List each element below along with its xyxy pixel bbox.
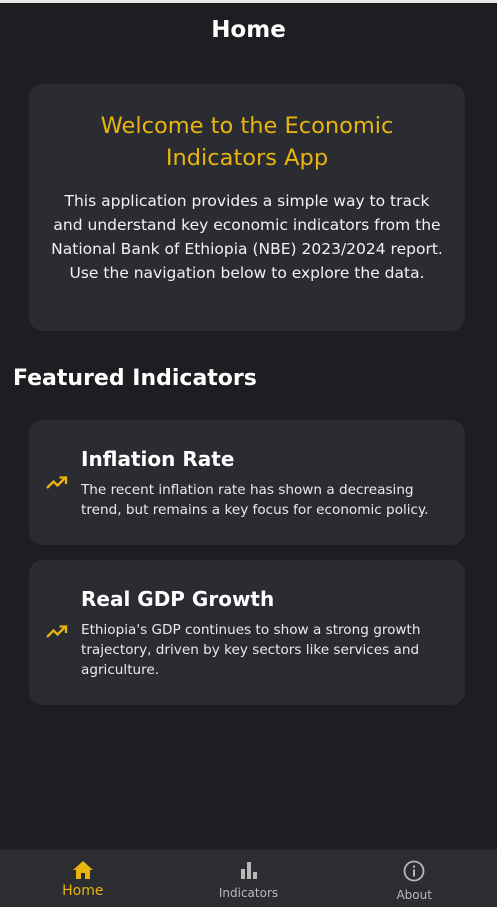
- nav-label-about: About: [396, 888, 432, 902]
- trending-up-icon: [46, 475, 68, 491]
- nav-label-home: Home: [62, 883, 104, 899]
- bottom-navigation: Home Indicators About: [0, 849, 497, 907]
- indicator-name: Inflation Rate: [81, 447, 235, 471]
- nav-item-home[interactable]: Home: [0, 850, 166, 907]
- page-title: Home: [211, 17, 286, 43]
- indicator-name: Real GDP Growth: [81, 587, 275, 611]
- nav-label-indicators: Indicators: [218, 886, 279, 900]
- indicator-card-body: Inflation Rate The recent inflation rate…: [81, 446, 443, 520]
- indicator-card-gdp[interactable]: Real GDP Growth Ethiopia's GDP continues…: [29, 560, 465, 705]
- indicator-card-body: Real GDP Growth Ethiopia's GDP continues…: [81, 586, 443, 680]
- nav-item-indicators[interactable]: Indicators: [166, 850, 332, 907]
- indicator-card-inflation[interactable]: Inflation Rate The recent inflation rate…: [29, 420, 465, 545]
- welcome-text: This application provides a simple way t…: [51, 192, 443, 282]
- trending-up-icon: [46, 624, 68, 640]
- indicator-description: The recent inflation rate has shown a de…: [81, 482, 429, 518]
- featured-section-title: Featured Indicators: [13, 366, 257, 391]
- nav-item-about[interactable]: About: [331, 850, 497, 907]
- welcome-title: Welcome to the Economic Indicators App: [100, 113, 394, 171]
- info-icon: [403, 860, 425, 882]
- indicator-description: Ethiopia's GDP continues to show a stron…: [81, 622, 421, 678]
- app-header: Home: [0, 3, 497, 59]
- bar-chart-icon: [240, 862, 257, 879]
- home-icon: [72, 861, 93, 879]
- welcome-card: Welcome to the Economic Indicators App T…: [29, 84, 465, 331]
